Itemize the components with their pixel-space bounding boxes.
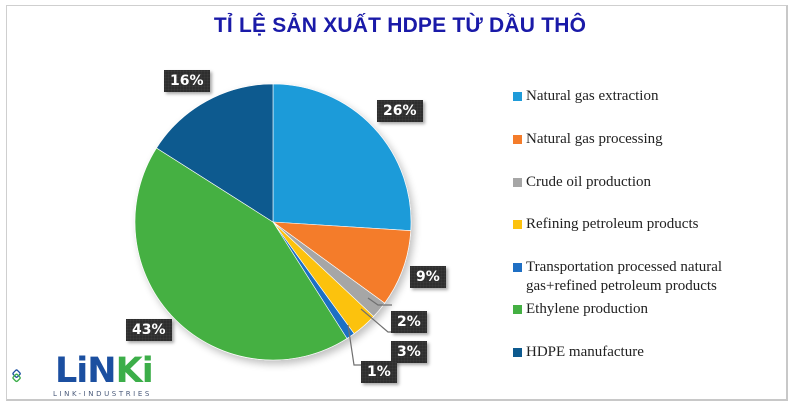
legend-swatch-icon — [513, 348, 522, 357]
legend-swatch-icon — [513, 135, 522, 144]
data-label-refining-petroleum: 3% — [391, 341, 427, 363]
logo-wordmark: LiNKi — [55, 351, 154, 391]
data-label-hdpe-manufacture: 16% — [164, 70, 210, 92]
data-label-crude-oil-production: 2% — [391, 311, 427, 333]
pie-slice-ethylene-production — [134, 147, 348, 361]
legend-swatch-icon — [513, 220, 522, 229]
legend-swatch-icon — [513, 92, 522, 101]
chart-title: TỈ LỆ SẢN XUẤT HDPE TỪ DẦU THÔ — [213, 14, 587, 37]
pie-slice-hdpe-manufacture — [156, 83, 274, 223]
data-label-ethylene-production: 43% — [126, 319, 172, 341]
legend-swatch-icon — [513, 178, 522, 187]
legend-swatch-icon — [513, 305, 522, 314]
data-label-transportation: 1% — [361, 361, 397, 383]
linki-chain-icon — [12, 369, 21, 383]
data-label-natural-gas-processing: 9% — [410, 266, 446, 288]
data-label-natural-gas-extraction: 26% — [377, 100, 423, 122]
pie-slice-natural-gas-extraction — [272, 83, 412, 231]
legend-swatch-icon — [513, 263, 522, 272]
pie-slices — [134, 83, 412, 361]
logo-subtitle: LINK-INDUSTRIES — [53, 390, 152, 398]
